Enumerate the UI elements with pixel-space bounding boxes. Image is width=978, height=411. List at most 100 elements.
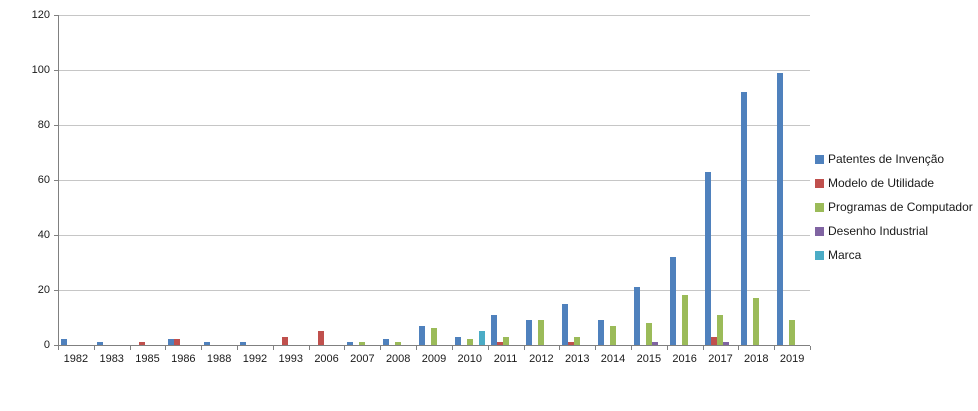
bar xyxy=(359,342,366,345)
bar xyxy=(347,342,354,345)
bar xyxy=(753,298,760,345)
x-axis-tick-label: 2018 xyxy=(744,353,769,365)
x-axis-tick xyxy=(380,346,382,350)
x-axis-tick-label: 2006 xyxy=(314,353,339,365)
bar xyxy=(681,295,688,345)
bar xyxy=(502,337,509,345)
x-axis-tick-label: 2017 xyxy=(708,353,733,365)
y-axis-tick xyxy=(54,180,58,181)
x-axis-tick xyxy=(559,346,561,350)
bar xyxy=(431,328,437,345)
x-axis-tick xyxy=(487,346,489,350)
x-axis-line xyxy=(54,345,810,346)
bar xyxy=(239,342,246,345)
bar xyxy=(96,342,103,345)
legend-swatch-icon xyxy=(815,178,824,188)
gridline xyxy=(58,15,810,16)
bar xyxy=(598,320,605,345)
x-axis-tick-label: 2014 xyxy=(600,353,626,365)
y-axis-tick-label: 40 xyxy=(37,229,50,241)
legend-swatch-icon xyxy=(815,226,824,236)
x-axis-tick-label: 2010 xyxy=(457,353,483,365)
y-axis-tick-label: 60 xyxy=(37,174,50,186)
x-axis-tick xyxy=(738,346,740,350)
bar xyxy=(568,342,575,345)
bar xyxy=(454,337,461,345)
legend-item: Desenho Industrial xyxy=(815,219,973,243)
y-axis-tick-label: 100 xyxy=(31,64,50,76)
gridline xyxy=(58,125,810,126)
bar xyxy=(526,320,533,345)
x-axis-tick xyxy=(666,346,668,350)
x-axis-tick-label: 2011 xyxy=(493,353,518,365)
x-axis-tick xyxy=(344,346,346,350)
x-axis-tick xyxy=(774,346,776,350)
y-axis-tick xyxy=(54,70,58,71)
legend-swatch-icon xyxy=(815,250,824,260)
x-axis-tick xyxy=(595,346,597,350)
y-axis-line xyxy=(58,15,59,345)
bar xyxy=(60,339,67,345)
x-axis-tick-label: 2013 xyxy=(564,353,590,365)
x-axis-tick-label: 1986 xyxy=(171,353,196,365)
x-axis-tick-label: 1983 xyxy=(99,353,124,365)
x-axis-tick xyxy=(630,346,632,350)
y-axis-tick xyxy=(54,15,58,16)
bar xyxy=(478,331,485,345)
bar xyxy=(174,339,181,345)
gridline xyxy=(58,290,810,291)
bar xyxy=(610,326,617,345)
x-axis-tick-label: 2009 xyxy=(421,353,447,365)
bar xyxy=(395,342,402,345)
bar xyxy=(138,342,145,345)
bar xyxy=(317,331,324,345)
bar xyxy=(651,342,658,345)
bar xyxy=(574,337,581,345)
bar xyxy=(168,339,175,345)
y-axis-tick xyxy=(54,235,58,236)
bar xyxy=(466,339,473,345)
bar xyxy=(538,320,545,345)
y-axis-tick xyxy=(54,125,58,126)
bar xyxy=(777,73,784,345)
x-axis-tick xyxy=(93,346,95,350)
x-axis-tick-label: 1992 xyxy=(242,353,268,365)
x-axis-tick xyxy=(308,346,310,350)
legend-item: Programas de Computador xyxy=(815,195,973,219)
bar xyxy=(705,172,712,345)
x-axis-tick xyxy=(810,346,811,350)
legend-label: Desenho Industrial xyxy=(828,224,929,238)
legend-label: Marca xyxy=(828,248,862,262)
legend-item: Modelo de Utilidade xyxy=(815,171,973,195)
bar xyxy=(633,287,640,345)
x-axis-tick xyxy=(523,346,525,350)
x-axis-tick-label: 2015 xyxy=(636,353,662,365)
x-axis-tick xyxy=(58,346,59,350)
bar xyxy=(490,315,497,345)
x-axis-tick-label: 2019 xyxy=(779,353,805,365)
y-axis-tick-label: 80 xyxy=(37,119,50,131)
x-axis-tick-label: 2012 xyxy=(529,353,554,365)
bar xyxy=(645,323,652,345)
legend-swatch-icon xyxy=(815,154,824,164)
y-axis-tick xyxy=(54,290,58,291)
y-axis-tick-label: 20 xyxy=(37,284,50,296)
bar xyxy=(496,342,503,345)
y-axis-tick-label: 120 xyxy=(31,9,50,21)
legend-label: Programas de Computador xyxy=(828,200,973,214)
bar xyxy=(741,92,748,345)
x-axis-tick-label: 1982 xyxy=(63,353,89,365)
x-axis-tick xyxy=(702,346,704,350)
bar xyxy=(419,326,425,345)
x-axis-tick xyxy=(165,346,167,350)
x-axis-tick xyxy=(451,346,453,350)
y-axis-tick-label: 0 xyxy=(43,339,50,351)
bar xyxy=(711,337,718,345)
gridline xyxy=(58,235,810,236)
bar xyxy=(281,337,288,345)
legend-item: Marca xyxy=(815,243,973,267)
x-axis-tick-label: 2008 xyxy=(385,353,411,365)
x-axis-tick xyxy=(237,346,239,350)
legend-label: Patentes de Invenção xyxy=(828,152,945,166)
